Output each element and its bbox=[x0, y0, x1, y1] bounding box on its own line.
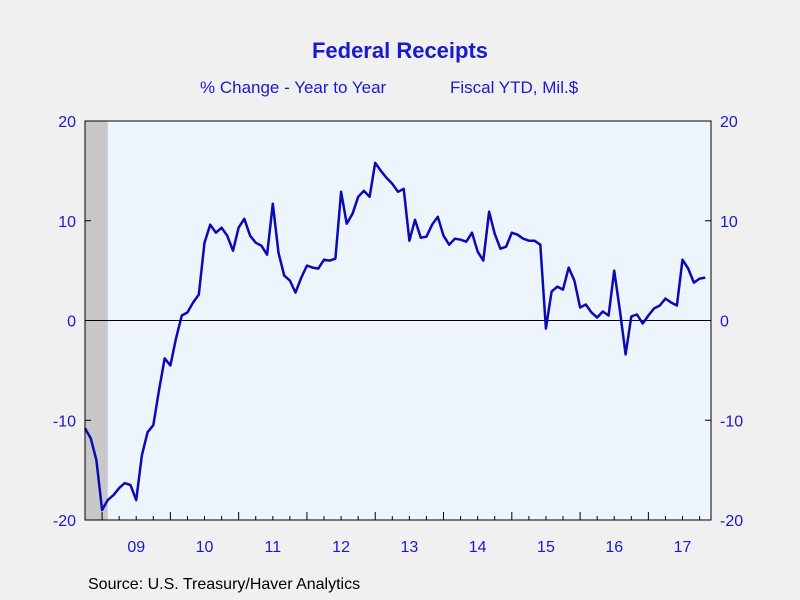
x-tick-label: 16 bbox=[605, 539, 623, 556]
x-tick-label: 10 bbox=[196, 539, 214, 556]
y-tick-label-right: -20 bbox=[720, 513, 743, 530]
y-tick-label-left: -20 bbox=[53, 513, 76, 530]
y-tick-label-right: 10 bbox=[720, 214, 738, 231]
x-tick-label: 15 bbox=[537, 539, 555, 556]
y-tick-label-left: 20 bbox=[58, 114, 76, 131]
x-tick-label: 17 bbox=[674, 539, 692, 556]
y-tick-label-right: -10 bbox=[720, 413, 743, 430]
x-tick-label: 09 bbox=[127, 539, 145, 556]
x-tick-label: 11 bbox=[264, 539, 281, 556]
y-tick-label-left: -10 bbox=[53, 413, 76, 430]
series-line bbox=[83, 161, 706, 512]
y-tick-label-left: 10 bbox=[58, 214, 76, 231]
chart-subtitle-right: Fiscal YTD, Mil.$ bbox=[450, 78, 579, 97]
chart-title: Federal Receipts bbox=[311, 38, 489, 63]
chart-subtitle-left: % Change - Year to Year bbox=[200, 78, 387, 97]
x-tick-label: 13 bbox=[400, 539, 418, 556]
x-tick-label: 14 bbox=[469, 539, 487, 556]
plot-frame bbox=[84, 120, 712, 521]
y-tick-label-left: 0 bbox=[67, 314, 76, 331]
y-tick-label-right: 0 bbox=[720, 314, 729, 331]
x-tick-label: 12 bbox=[332, 539, 350, 556]
y-tick-label-right: 20 bbox=[720, 114, 738, 131]
source-note: Source: U.S. Treasury/Haver Analytics bbox=[88, 576, 361, 593]
